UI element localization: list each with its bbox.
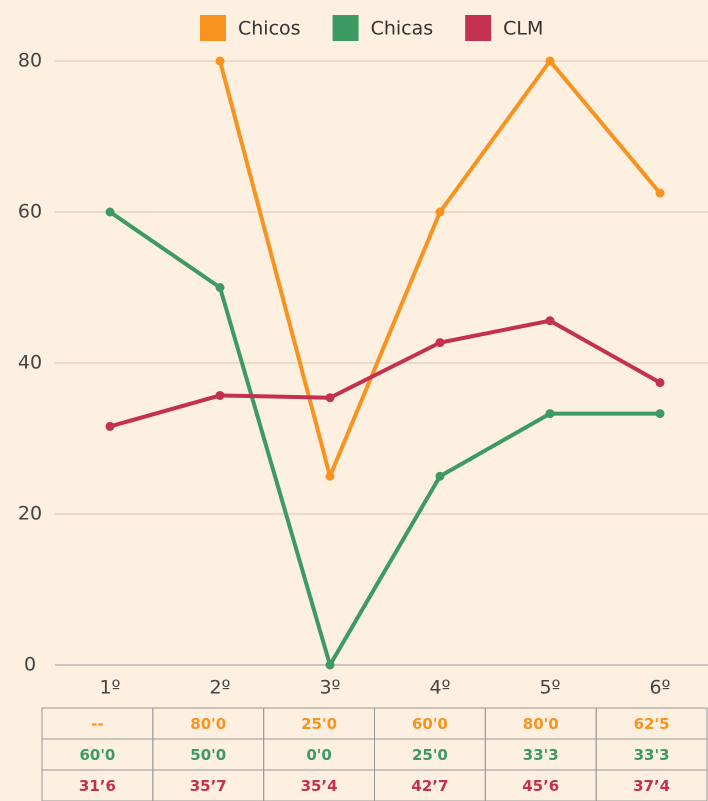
point <box>215 390 225 400</box>
table-value: 33'3 <box>523 746 559 764</box>
table-value: 50'0 <box>190 746 226 764</box>
x-tick-label: 6º <box>649 677 670 699</box>
table-value: 45’6 <box>522 777 559 795</box>
table-value: 80'0 <box>190 715 226 733</box>
y-tick-label: 40 <box>18 352 42 374</box>
x-tick-label: 5º <box>539 677 560 699</box>
point <box>325 393 335 403</box>
point <box>215 283 225 292</box>
point <box>545 56 555 66</box>
point <box>435 338 445 348</box>
table-value: 0'0 <box>306 746 331 764</box>
table-value: 80'0 <box>523 715 559 733</box>
point <box>435 207 445 217</box>
y-tick-label: 20 <box>18 503 42 525</box>
point <box>105 207 115 217</box>
point <box>545 409 555 419</box>
table-value: 60'0 <box>412 715 448 733</box>
point <box>325 660 335 670</box>
table-cell <box>595 769 708 801</box>
x-tick-label: 2º <box>209 677 230 699</box>
series-line <box>109 318 661 429</box>
y-tick-label: 60 <box>18 201 42 223</box>
y-tick-label: 0 <box>24 654 36 676</box>
table-value: 35’4 <box>301 777 338 795</box>
legend-label: CLM <box>503 18 543 40</box>
series-line <box>108 210 660 667</box>
point <box>435 471 445 481</box>
table-value: 60'0 <box>79 746 115 764</box>
legend-label: Chicas <box>371 18 434 40</box>
table-value: 25'0 <box>301 715 337 733</box>
legend-swatch <box>332 15 359 41</box>
table-value: 62'5 <box>634 715 670 733</box>
table-value: -- <box>91 715 103 733</box>
x-tick-label: 4º <box>429 677 450 699</box>
point <box>655 188 665 198</box>
point <box>215 56 225 66</box>
legend-swatch <box>465 15 492 41</box>
legend-label: Chicos <box>238 18 301 40</box>
table-value: 35’7 <box>190 777 227 795</box>
point <box>655 409 665 419</box>
y-tick-label: 80 <box>18 50 42 72</box>
table-value: 37’4 <box>633 777 670 795</box>
table-value: 25'0 <box>412 746 448 764</box>
table-value: 33'3 <box>634 746 670 764</box>
x-tick-label: 1º <box>99 677 120 699</box>
point <box>325 471 335 481</box>
point <box>105 421 115 431</box>
point <box>545 316 555 326</box>
point <box>655 378 665 388</box>
legend-swatch <box>200 15 226 41</box>
table-value: 31’6 <box>79 777 116 795</box>
table-value: 42’7 <box>411 777 448 795</box>
x-tick-label: 3º <box>319 677 340 699</box>
